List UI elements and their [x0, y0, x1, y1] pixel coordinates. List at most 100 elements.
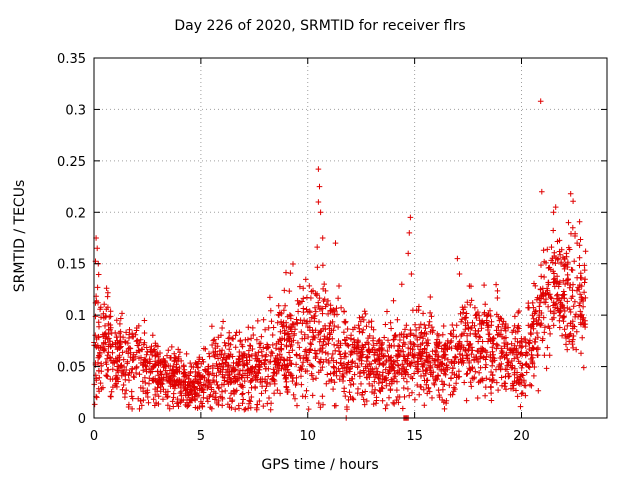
data-point	[415, 361, 421, 367]
data-point	[151, 363, 157, 369]
data-point	[441, 406, 448, 412]
data-point	[327, 320, 334, 326]
data-point	[490, 335, 497, 341]
data-point	[126, 345, 133, 351]
data-point	[125, 340, 131, 346]
data-point	[418, 329, 425, 336]
data-point	[128, 388, 135, 395]
data-point	[187, 399, 193, 406]
data-point	[376, 380, 382, 386]
data-point	[246, 357, 253, 363]
data-point	[199, 400, 205, 407]
data-point	[565, 276, 571, 283]
data-point	[488, 369, 494, 375]
data-point	[578, 350, 584, 357]
data-point	[462, 315, 468, 321]
data-point	[326, 360, 332, 366]
data-point	[255, 349, 262, 356]
data-point	[532, 283, 539, 289]
data-point	[307, 346, 313, 353]
data-point	[117, 334, 124, 340]
data-point	[152, 340, 159, 346]
data-point	[487, 338, 494, 344]
y-tick-label: 0.15	[57, 258, 86, 273]
data-point	[581, 262, 588, 269]
data-point	[362, 388, 368, 395]
data-point	[455, 359, 462, 365]
data-point	[416, 391, 422, 398]
data-point	[504, 362, 511, 369]
data-point	[176, 368, 183, 375]
data-point	[581, 364, 587, 371]
data-point	[246, 369, 253, 376]
data-point	[569, 287, 576, 293]
x-tick-label: 0	[90, 429, 98, 444]
data-point	[268, 307, 274, 314]
data-point	[352, 360, 358, 367]
data-point	[401, 385, 407, 391]
data-point	[327, 370, 334, 377]
data-point	[581, 267, 588, 273]
data-point	[576, 286, 582, 293]
data-point	[155, 343, 161, 350]
data-point	[531, 280, 537, 287]
data-point	[551, 270, 557, 277]
data-point	[494, 379, 500, 386]
data-point	[458, 360, 465, 366]
data-point	[429, 348, 436, 355]
data-point	[279, 335, 285, 342]
data-point	[218, 332, 224, 338]
data-point	[518, 344, 524, 351]
data-point	[219, 402, 225, 409]
data-point	[105, 331, 112, 337]
data-point	[107, 355, 113, 361]
data-point	[522, 392, 529, 399]
data-point	[373, 371, 379, 377]
data-point	[543, 260, 549, 266]
data-point	[447, 330, 454, 337]
data-point	[405, 386, 411, 392]
data-point	[116, 330, 122, 336]
data-point	[528, 383, 535, 389]
data-point	[510, 347, 516, 353]
data-point	[137, 398, 144, 404]
data-point	[141, 330, 148, 336]
data-point	[160, 396, 166, 402]
data-point	[207, 404, 214, 411]
data-point	[298, 329, 305, 335]
data-point	[263, 365, 269, 372]
data-point	[422, 325, 429, 332]
data-point	[302, 393, 309, 400]
data-point	[564, 346, 570, 353]
data-point	[343, 340, 349, 347]
data-point	[279, 321, 285, 327]
data-point	[213, 340, 219, 347]
data-point	[439, 397, 445, 403]
data-point	[387, 367, 393, 373]
x-axis-label: GPS time / hours	[261, 457, 379, 473]
data-point	[300, 285, 306, 292]
data-point	[407, 327, 414, 333]
data-point	[557, 307, 563, 314]
data-point	[129, 330, 135, 336]
data-point	[318, 306, 324, 312]
data-point	[406, 392, 412, 399]
data-point	[531, 364, 538, 370]
data-point	[368, 318, 375, 325]
data-point	[235, 402, 242, 409]
data-point	[287, 270, 294, 276]
data-point	[489, 354, 496, 361]
data-point	[517, 351, 524, 357]
data-point	[136, 371, 143, 377]
data-point	[417, 334, 423, 341]
data-point	[125, 350, 131, 357]
data-point	[477, 334, 483, 341]
data-point	[539, 337, 546, 344]
data-point	[483, 375, 490, 382]
data-point	[496, 364, 502, 370]
data-point	[110, 360, 116, 366]
data-point	[177, 390, 183, 396]
data-point	[206, 353, 213, 360]
data-point	[142, 380, 149, 386]
